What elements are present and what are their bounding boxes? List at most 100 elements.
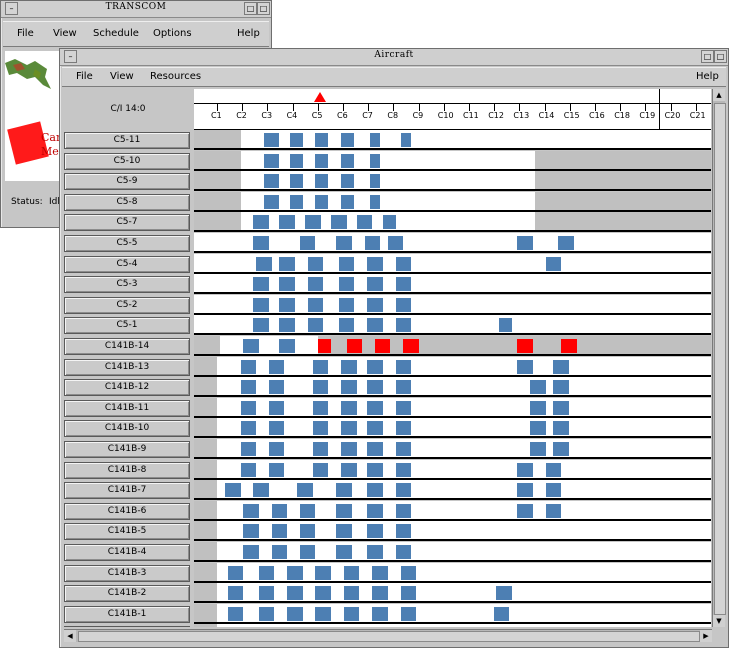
mission-block[interactable] — [289, 174, 303, 189]
mission-block[interactable] — [312, 462, 329, 477]
mission-block[interactable] — [268, 442, 285, 456]
menu-file[interactable]: File — [76, 71, 93, 82]
schedule-lane[interactable] — [194, 377, 711, 398]
mission-block[interactable] — [367, 277, 383, 292]
aircraft-row-button[interactable]: C141B-7 — [64, 482, 190, 500]
mission-block[interactable] — [315, 586, 331, 601]
mission-block[interactable] — [367, 503, 383, 518]
mission-block[interactable] — [258, 586, 275, 601]
mission-block[interactable] — [395, 442, 412, 456]
schedule-lane[interactable] — [194, 274, 711, 295]
mission-block[interactable] — [312, 380, 329, 395]
schedule-lane[interactable] — [194, 542, 711, 562]
mission-block[interactable] — [364, 236, 381, 250]
aircraft-row-button[interactable]: C5-2 — [64, 296, 190, 314]
aircraft-row-button[interactable]: C141B-3 — [64, 564, 190, 582]
mission-block[interactable] — [299, 524, 316, 539]
mission-block[interactable] — [372, 606, 388, 621]
mission-block[interactable] — [315, 194, 329, 209]
mission-block[interactable] — [545, 503, 562, 518]
mission-block[interactable] — [369, 194, 381, 209]
vertical-scrollbar[interactable]: ▲ ▼ — [712, 89, 726, 627]
mission-block[interactable] — [331, 215, 347, 230]
mission-block[interactable] — [395, 359, 412, 374]
mission-block[interactable] — [271, 524, 288, 539]
maximize-icon[interactable]: □ — [701, 50, 714, 63]
schedule-lane[interactable] — [194, 500, 711, 521]
mission-block[interactable] — [243, 339, 259, 353]
mission-block[interactable] — [253, 236, 269, 250]
mission-block[interactable] — [279, 318, 295, 333]
mission-block[interactable] — [341, 421, 357, 436]
close-icon[interactable]: □ — [714, 50, 727, 63]
aircraft-row-button[interactable]: C141B-14 — [64, 338, 190, 355]
schedule-lane[interactable] — [194, 150, 711, 171]
mission-block[interactable] — [530, 400, 546, 415]
aircraft-row-button[interactable]: C5-7 — [64, 214, 190, 232]
mission-block[interactable] — [499, 318, 512, 333]
mission-block[interactable] — [338, 297, 355, 312]
mission-block[interactable] — [315, 153, 329, 168]
mission-block[interactable] — [395, 277, 412, 292]
mission-block[interactable] — [367, 524, 383, 539]
mission-block[interactable] — [367, 545, 383, 559]
mission-block[interactable] — [256, 256, 272, 271]
mission-block[interactable] — [530, 421, 546, 436]
mission-block[interactable] — [553, 442, 569, 456]
mission-block[interactable] — [268, 462, 285, 477]
mission-block[interactable] — [263, 133, 280, 147]
mission-block[interactable] — [517, 359, 533, 374]
horizontal-scrollbar[interactable]: ◀ ▶ — [64, 629, 712, 642]
mission-block-highlighted[interactable] — [403, 339, 419, 353]
mission-block[interactable] — [395, 503, 412, 518]
aircraft-row-button[interactable]: C141B-1 — [64, 605, 190, 623]
aircraft-row-button[interactable]: C130-8 — [64, 626, 190, 627]
aircraft-row-button[interactable]: C5-5 — [64, 235, 190, 252]
mission-block[interactable] — [367, 297, 383, 312]
mission-block[interactable] — [268, 359, 285, 374]
mission-block[interactable] — [553, 400, 569, 415]
scroll-up-icon[interactable]: ▲ — [713, 89, 725, 101]
mission-block[interactable] — [343, 586, 360, 601]
mission-block[interactable] — [240, 421, 257, 436]
aircraft-row-button[interactable]: C141B-4 — [64, 544, 190, 561]
mission-block[interactable] — [263, 153, 280, 168]
mission-block[interactable] — [240, 359, 257, 374]
menu-help[interactable]: Help — [237, 28, 260, 39]
mission-block[interactable] — [517, 462, 533, 477]
aircraft-row-button[interactable]: C5-9 — [64, 173, 190, 191]
schedule-lane[interactable] — [194, 397, 711, 418]
mission-block[interactable] — [289, 153, 303, 168]
scroll-down-icon[interactable]: ▼ — [713, 615, 725, 627]
mission-block[interactable] — [305, 215, 321, 230]
schedule-lane[interactable] — [194, 253, 711, 274]
mission-block[interactable] — [395, 400, 412, 415]
minimize-icon[interactable]: – — [5, 2, 18, 15]
aircraft-row-button[interactable]: C141B-13 — [64, 358, 190, 376]
mission-block[interactable] — [517, 236, 533, 250]
mission-block[interactable] — [336, 503, 352, 518]
schedule-lane[interactable] — [194, 562, 711, 583]
mission-block[interactable] — [558, 236, 574, 250]
mission-block[interactable] — [338, 318, 355, 333]
mission-block[interactable] — [395, 256, 412, 271]
mission-block[interactable] — [367, 318, 383, 333]
mission-block[interactable] — [263, 194, 280, 209]
mission-block[interactable] — [395, 421, 412, 436]
mission-block[interactable] — [341, 462, 357, 477]
menu-resources[interactable]: Resources — [150, 71, 202, 82]
mission-block[interactable] — [312, 442, 329, 456]
scroll-right-icon[interactable]: ▶ — [700, 630, 712, 642]
aircraft-row-button[interactable]: C5-11 — [64, 132, 190, 149]
mission-block[interactable] — [315, 565, 331, 580]
mission-block[interactable] — [400, 586, 417, 601]
mission-block[interactable] — [395, 545, 412, 559]
mission-block[interactable] — [227, 586, 244, 601]
schedule-lane[interactable] — [194, 583, 711, 604]
mission-block[interactable] — [253, 318, 269, 333]
menu-view[interactable]: View — [53, 28, 77, 39]
mission-block[interactable] — [289, 194, 303, 209]
mission-block[interactable] — [356, 215, 373, 230]
scroll-thumb[interactable] — [714, 103, 726, 615]
mission-block[interactable] — [400, 606, 417, 621]
